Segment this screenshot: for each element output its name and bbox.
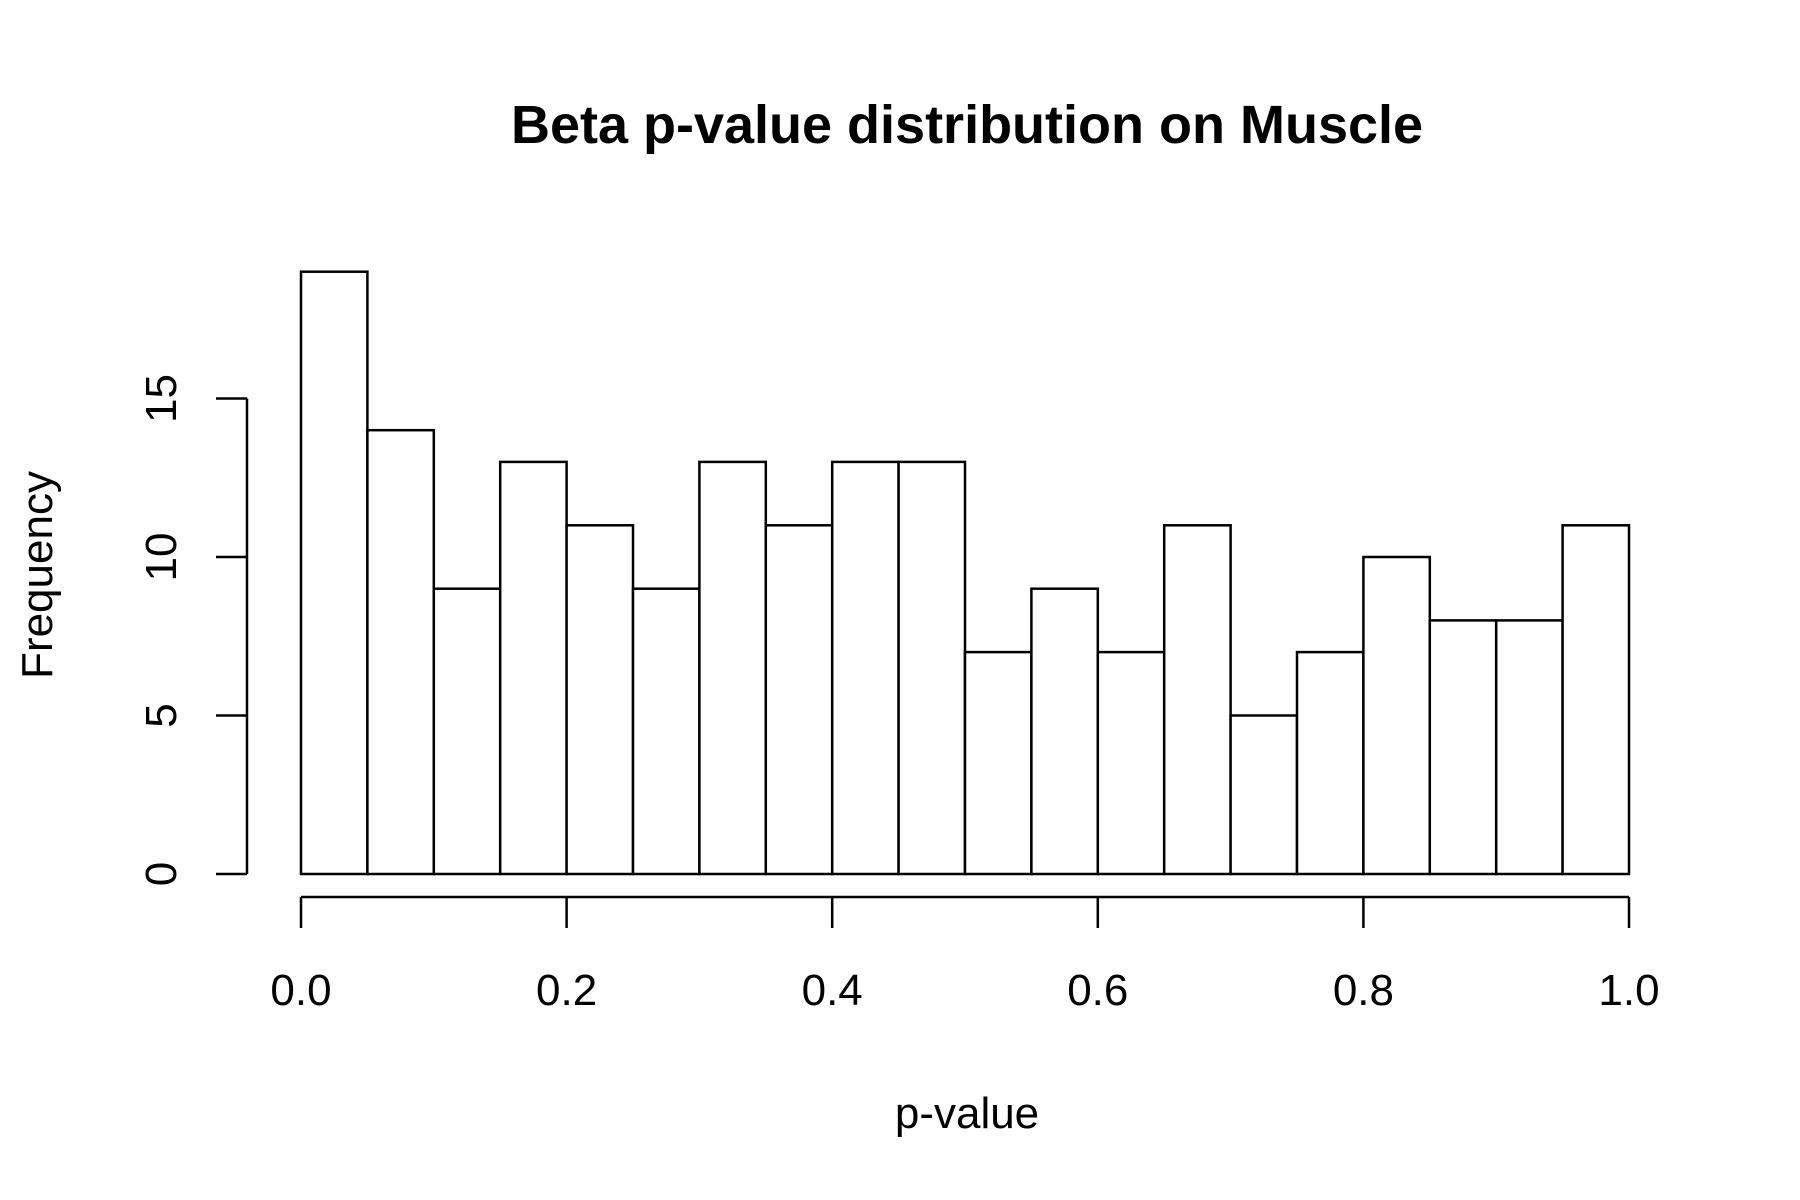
x-tick-label: 0.6 xyxy=(1067,966,1128,1015)
y-tick-label: 10 xyxy=(137,533,186,582)
histogram-bar xyxy=(432,587,502,876)
y-axis: 0 5 10 15 xyxy=(137,374,249,886)
bars-group xyxy=(299,270,1631,876)
histogram-bar xyxy=(565,524,635,876)
histogram-bar xyxy=(1229,714,1299,876)
y-axis-label: Frequency xyxy=(13,471,62,679)
histogram-bar xyxy=(366,428,436,876)
histogram-bar xyxy=(1561,524,1631,876)
histogram-bar xyxy=(1494,619,1564,876)
y-tick-label: 5 xyxy=(137,703,186,727)
x-tick-label: 0.4 xyxy=(802,966,863,1015)
x-axis: 0.0 0.2 0.4 0.6 0.8 1.0 xyxy=(270,895,1660,1015)
x-tick-label: 1.0 xyxy=(1598,966,1659,1015)
histogram-bar xyxy=(963,650,1033,876)
histogram-bar xyxy=(830,460,900,876)
x-axis-label: p-value xyxy=(895,1089,1039,1138)
histogram-bar xyxy=(698,460,768,876)
histogram-bar xyxy=(764,524,834,876)
y-tick-label: 15 xyxy=(137,374,186,423)
histogram-bar xyxy=(1096,650,1166,876)
x-tick-label: 0.2 xyxy=(536,966,597,1015)
histogram-bar xyxy=(1030,587,1100,876)
histogram-bar xyxy=(498,460,568,876)
histogram-bar xyxy=(299,270,369,876)
histogram-bar xyxy=(631,587,701,876)
histogram-bar xyxy=(1162,524,1232,876)
y-tick-label: 0 xyxy=(137,862,186,886)
x-tick-label: 0.8 xyxy=(1333,966,1394,1015)
histogram-bar xyxy=(1362,555,1432,876)
chart-title: Beta p-value distribution on Muscle xyxy=(511,95,1423,155)
histogram-bar xyxy=(1428,619,1498,876)
histogram-bar xyxy=(1295,650,1365,876)
x-tick-label: 0.0 xyxy=(270,966,331,1015)
histogram-bar xyxy=(897,460,967,876)
